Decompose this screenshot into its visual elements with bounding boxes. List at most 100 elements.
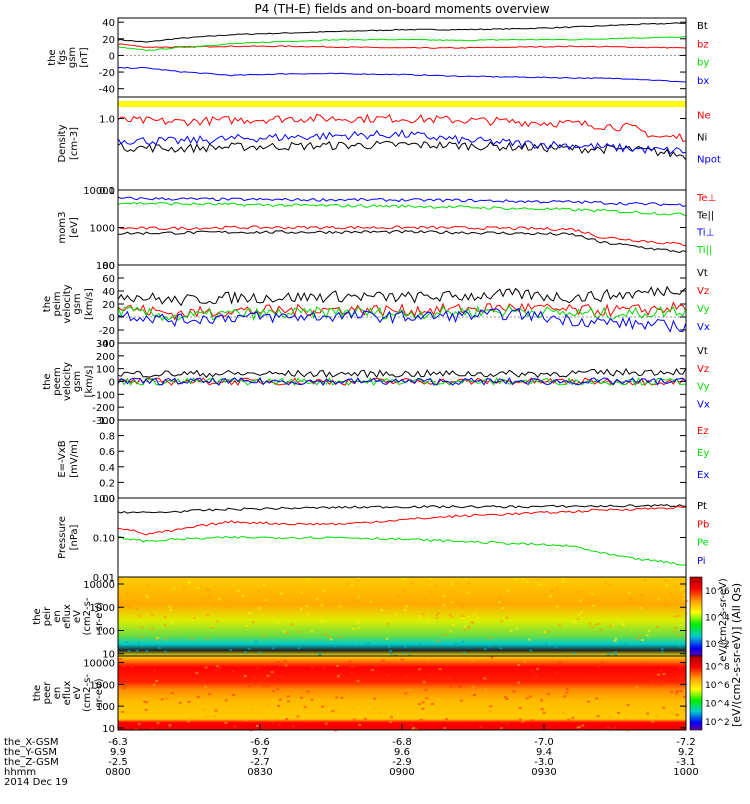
peir_spec-ylabel-line: peir [42,606,53,626]
efield-plot-area [118,420,686,498]
peer_spec-ytick-label: 10 [102,724,115,735]
peir_spec-speckle [118,577,689,658]
efield-ytick-label: 0.2 [99,478,115,489]
fgs-ytick-label: -20 [99,68,115,79]
peem-legend-Vz: Vz [697,364,709,375]
peer_spec-colorbar-tick: 10^4 [705,699,730,709]
peim-series-Vx [117,307,687,333]
density-series-Npot [117,129,687,155]
x-tick-label: 9.4 [536,747,552,758]
peir_spec-ytick-label: 1000 [90,603,115,614]
pressure-legend-Pe: Pe [697,538,709,549]
peer_spec-ylabel-line: en [52,687,63,700]
peem-series-Vy [117,376,687,387]
peer_spec-ylabel-line: sr-eV) [94,678,105,707]
efield-legend-Ez: Ez [697,426,709,437]
pressure-ylabel-line: [nPa] [69,524,80,550]
x-tick-label: -2.7 [250,757,270,768]
fgs-series-by [117,36,687,52]
efield-ylabel: E=-VxB [mV/m] [57,440,80,478]
panel-peem: 300 200 100 0-100 -200 -300 the peem velocity gsm… [42,339,710,427]
x-row-label: the_X-GSM [4,737,58,748]
x-tick-label: 0830 [247,767,272,778]
peim-legend: Vt Vz Vy Vx [697,268,710,333]
peir_spec-spectrogram [118,577,686,656]
temperature-series-Ti|| [117,201,687,216]
fgs-legend-bx: bx [697,76,709,87]
peim-legend-Vy: Vy [697,304,710,315]
x-tick-label: 0900 [389,767,414,778]
x-row-label: hhmm [4,767,36,778]
pressure-ytick-label: 0.10 [93,534,115,545]
peem-ylabel-line: velocity [62,362,73,401]
panel-efield: 1.0 0.8 0.6 0.4 0.2 0.0 E=-VxB [mV/m] Ez Ey Ex [57,416,709,505]
peem-ylabel-line: [km/s] [84,365,95,397]
temperature-series-Te|| [118,229,687,254]
peer_spec-ytick-label: 1000 [90,680,115,691]
fgs-ytick-label: 0 [109,51,115,62]
efield-ytick-label: 0.0 [99,494,115,505]
peim-legend-Vx: Vx [697,322,710,333]
peem-ylabel-line: peem [52,367,63,395]
peem-legend-Vx: Vx [697,399,710,410]
fgs-ylabel-line: the [47,49,58,65]
peir_spec-ylabel-line: (cm2-s- [82,597,93,635]
fgs-legend-Bt: Bt [697,21,708,32]
peem-ytick-label: 300 [96,339,115,350]
peir_spec-ylabel-line: the [32,608,43,624]
density-legend-Ni: Ni [697,133,707,144]
peem-series-Vx [117,377,687,387]
pressure-legend-Pi: Pi [697,556,706,567]
x-tick-label: 9.6 [394,747,410,758]
x-tick-label: -2.5 [108,757,128,768]
x-row-label: the_Z-GSM [4,757,59,768]
x-row-label: the_Y-GSM [4,747,57,758]
pressure-series-Pb [117,506,687,536]
efield-legend-Ey: Ey [697,448,709,459]
density-legend-Ne: Ne [697,111,711,122]
peir_spec-ytick-label: 100 [96,626,115,637]
peir_spec-ylabel-line: eV [72,610,83,623]
density-plot-area [118,97,686,190]
x-tick-label: 0930 [531,767,556,778]
peem-ytick-label: 0 [109,378,115,389]
peem-series-Vt [117,367,687,379]
panel-fgs: 40 20 0 -20 -40 the fgs gsm [nT] Bt bz by bx [47,17,709,98]
temperature-ytick-label: 1000 [90,224,115,235]
peir_spec-ylabel-line: en [52,610,63,623]
peim-ytick-label: -40 [99,339,115,350]
temperature-ytick-label: 100 [96,261,115,272]
panel-density: 1.0 0.1 Density [cm-3] Ne Ni Npot [57,96,721,197]
fgs-plot-area [118,18,686,97]
x-tick-label: 1000 [673,767,698,778]
peer_spec-ylabel: the peer en eflux eV (cm2-s-sr-eV) [32,674,105,712]
peim-ylabel-line: peim [52,291,63,316]
peer_spec-ylabel-line: eV [72,686,83,699]
x-tick-label: -3.0 [534,757,554,768]
peir_spec-colorbar-bar [689,576,703,657]
fgs-series-bx [117,66,687,83]
peir_spec-colorbar-tick: 10^2 [705,640,730,650]
panel-pressure: 1.00 0.10 0.01 Pressure [nPa] Pt Pb Pe Pi [57,494,709,584]
colorbar-label-peir: eV/(cm2-s-sr-eV) [718,578,729,662]
peim-ytick-label: 80 [102,261,115,272]
peir_spec-colorbar-tick: 10^6 [705,587,730,597]
peim-ylabel-line: [km/s] [84,288,95,320]
peer_spec-speckle [118,656,687,732]
pressure-legend-Pb: Pb [697,519,709,530]
x-tick-label: -3.1 [676,757,696,768]
fgs-ylabel: the fgs gsm [nT] [47,47,90,68]
fgs-ylabel-line: fgs [57,50,68,65]
peim-legend-Vt: Vt [697,268,708,279]
peim-ytick-label: 20 [102,300,115,311]
temperature-ylabel: mom3 [eV] [57,212,80,244]
peir_spec-colorbar: 10^6 10^4 10^2 [689,576,730,657]
peim-series-Vy [117,304,687,322]
peem-legend: Vt Vz Vy Vx [697,346,710,410]
pressure-ytick-label: 1.00 [93,494,115,505]
x-tick-label: -7.2 [676,737,696,748]
